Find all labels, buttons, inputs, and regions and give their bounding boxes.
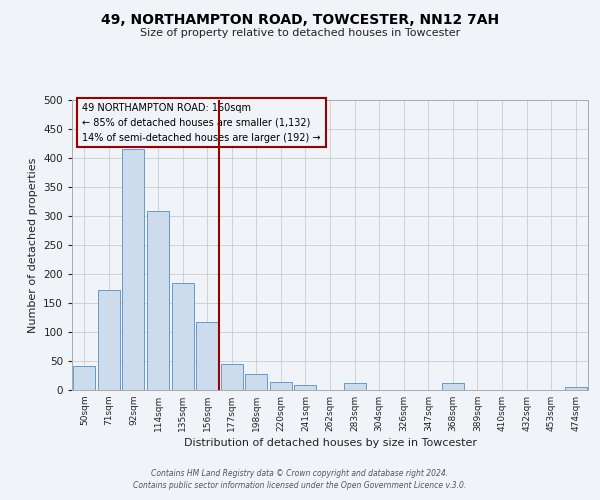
Y-axis label: Number of detached properties: Number of detached properties	[28, 158, 38, 332]
Bar	[344, 383, 365, 390]
Bar	[442, 383, 464, 390]
Text: Contains HM Land Registry data © Crown copyright and database right 2024.: Contains HM Land Registry data © Crown c…	[151, 468, 449, 477]
Bar	[295, 386, 316, 390]
Text: Size of property relative to detached houses in Towcester: Size of property relative to detached ho…	[140, 28, 460, 38]
Bar	[221, 364, 243, 390]
X-axis label: Distribution of detached houses by size in Towcester: Distribution of detached houses by size …	[184, 438, 476, 448]
Bar	[270, 382, 292, 390]
Text: Contains public sector information licensed under the Open Government Licence v.: Contains public sector information licen…	[133, 481, 467, 490]
Bar	[196, 322, 218, 390]
Bar	[122, 150, 145, 390]
Bar	[73, 366, 95, 390]
Bar	[147, 212, 169, 390]
Bar	[245, 374, 268, 390]
Bar	[565, 387, 587, 390]
Bar	[98, 290, 120, 390]
Text: 49, NORTHAMPTON ROAD, TOWCESTER, NN12 7AH: 49, NORTHAMPTON ROAD, TOWCESTER, NN12 7A…	[101, 12, 499, 26]
Text: 49 NORTHAMPTON ROAD: 160sqm
← 85% of detached houses are smaller (1,132)
14% of : 49 NORTHAMPTON ROAD: 160sqm ← 85% of det…	[82, 103, 321, 142]
Bar	[172, 284, 194, 390]
